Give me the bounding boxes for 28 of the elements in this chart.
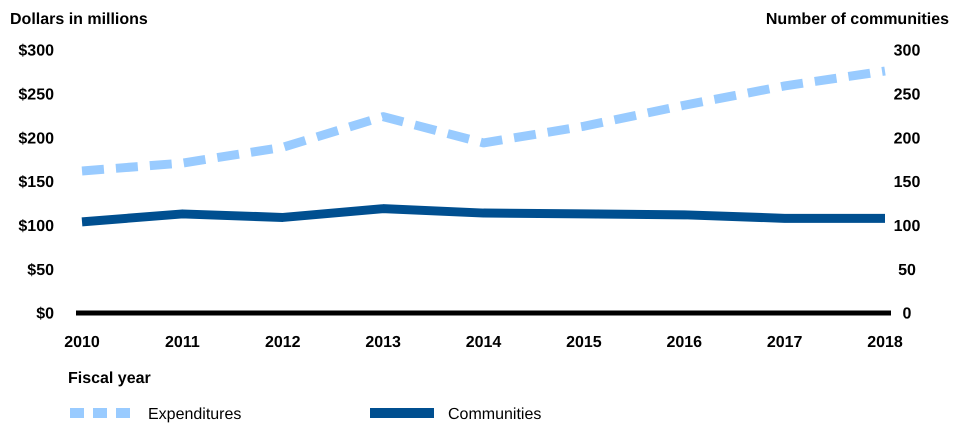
- y2-tick-label: 0: [902, 306, 912, 323]
- y-tick-label: $300: [18, 42, 54, 60]
- legend-label: Expenditures: [148, 406, 242, 423]
- x-tick-label: 2016: [666, 334, 702, 351]
- x-tick-label: 2015: [566, 334, 602, 351]
- x-tick-label: 2013: [365, 334, 402, 351]
- x-tick-label: 2018: [867, 334, 903, 351]
- x-tick-label: 2017: [766, 334, 803, 351]
- y-tick-label: $50: [27, 262, 54, 279]
- y2-tick-label: 100: [894, 218, 920, 235]
- y2-tick-label: 300: [894, 42, 920, 60]
- y2-axis-title: Number of communities: [766, 11, 950, 28]
- y-tick-label: $150: [18, 174, 54, 192]
- y-tick-label: $0: [36, 306, 54, 323]
- y-tick-label: $100: [18, 218, 54, 235]
- x-tick-label: 2011: [165, 334, 200, 351]
- y-tick-label: $200: [18, 130, 54, 148]
- x-tick-label: 2010: [64, 334, 100, 351]
- y2-tick-label: 50: [898, 262, 916, 279]
- x-tick-label: 2014: [466, 334, 502, 351]
- legend-label: Communities: [448, 406, 542, 423]
- y-tick-label: $250: [18, 86, 54, 104]
- y2-tick-label: 250: [894, 86, 920, 104]
- x-tick-label: 2012: [264, 334, 301, 351]
- y2-tick-label: 200: [894, 130, 920, 148]
- y2-tick-label: 150: [894, 174, 920, 192]
- x-axis-title: Fiscal year: [68, 370, 151, 387]
- y-axis-title: Dollars in millions: [10, 11, 148, 28]
